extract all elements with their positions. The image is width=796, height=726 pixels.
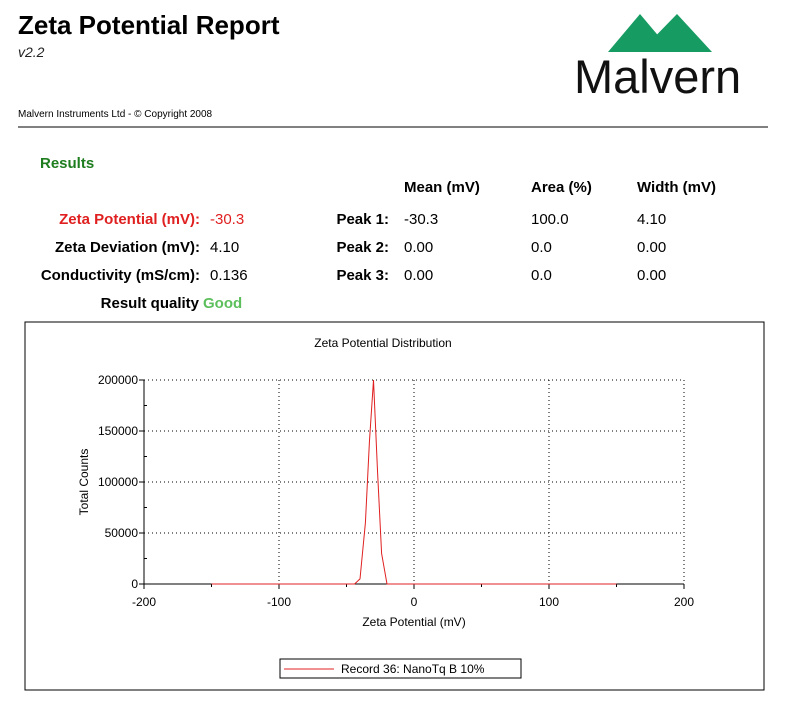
peak-cell: 4.10 (637, 211, 666, 228)
peak-cell: 0.00 (404, 239, 433, 256)
peak-label: Peak 1: (336, 211, 389, 228)
y-tick-label: 50000 (105, 526, 139, 540)
summary-value: -30.3 (210, 211, 244, 228)
y-tick-label: 100000 (98, 475, 138, 489)
chart: Zeta Potential Distribution Zeta Potentia… (77, 336, 694, 679)
logo-mark (640, 14, 712, 52)
results-heading: Results (40, 155, 94, 172)
x-tick-label: 200 (674, 595, 694, 609)
x-tick-label: -100 (267, 595, 291, 609)
peak-cell: 0.00 (637, 239, 666, 256)
peak-label: Peak 2: (336, 239, 389, 256)
summary-value: 0.136 (210, 267, 248, 284)
summary-label: Conductivity (mS/cm): (41, 267, 200, 284)
peak-table: Peak 1: -30.3 100.0 4.10 Peak 2: 0.00 0.0 0.00 P… (336, 211, 666, 284)
data-line (211, 379, 617, 585)
legend-label: Record 36: NanoTq B 10% (341, 662, 485, 676)
chart-title: Zeta Potential Distribution (314, 336, 451, 350)
summary-label: Zeta Deviation (mV): (55, 239, 200, 256)
column-header: Mean (mV) (404, 179, 480, 196)
x-axis-label: Zeta Potential (mV) (362, 615, 465, 629)
copyright: Malvern Instruments Ltd - © Copyright 20… (18, 109, 213, 120)
report-title: Zeta Potential Report (18, 10, 280, 40)
summary-value: Good (203, 295, 242, 312)
y-tick-label: 200000 (98, 373, 138, 387)
x-tick-label: 0 (411, 595, 418, 609)
summary-label: Result quality (101, 295, 200, 312)
peak-cell: 0.0 (531, 239, 552, 256)
peak-cell: 0.00 (404, 267, 433, 284)
peak-label: Peak 3: (336, 267, 389, 284)
column-header: Area (%) (531, 179, 592, 196)
peak-cell: 0.00 (637, 267, 666, 284)
summary-value: 4.10 (210, 239, 239, 256)
logo-text: Malvern (574, 50, 741, 103)
summary-label: Zeta Potential (mV): (59, 211, 200, 228)
y-tick-label: 0 (131, 577, 138, 591)
peak-cell: 0.0 (531, 267, 552, 284)
version: v2.2 (18, 44, 45, 60)
x-tick-label: 100 (539, 595, 559, 609)
x-tick-label: -200 (132, 595, 156, 609)
y-axis-label: Total Counts (77, 449, 91, 516)
peak-cell: 100.0 (531, 211, 569, 228)
chart-frame (24, 321, 765, 691)
y-tick-label: 150000 (98, 424, 138, 438)
column-header: Width (mV) (637, 179, 716, 196)
legend-box (279, 658, 522, 679)
peak-cell: -30.3 (404, 211, 438, 228)
